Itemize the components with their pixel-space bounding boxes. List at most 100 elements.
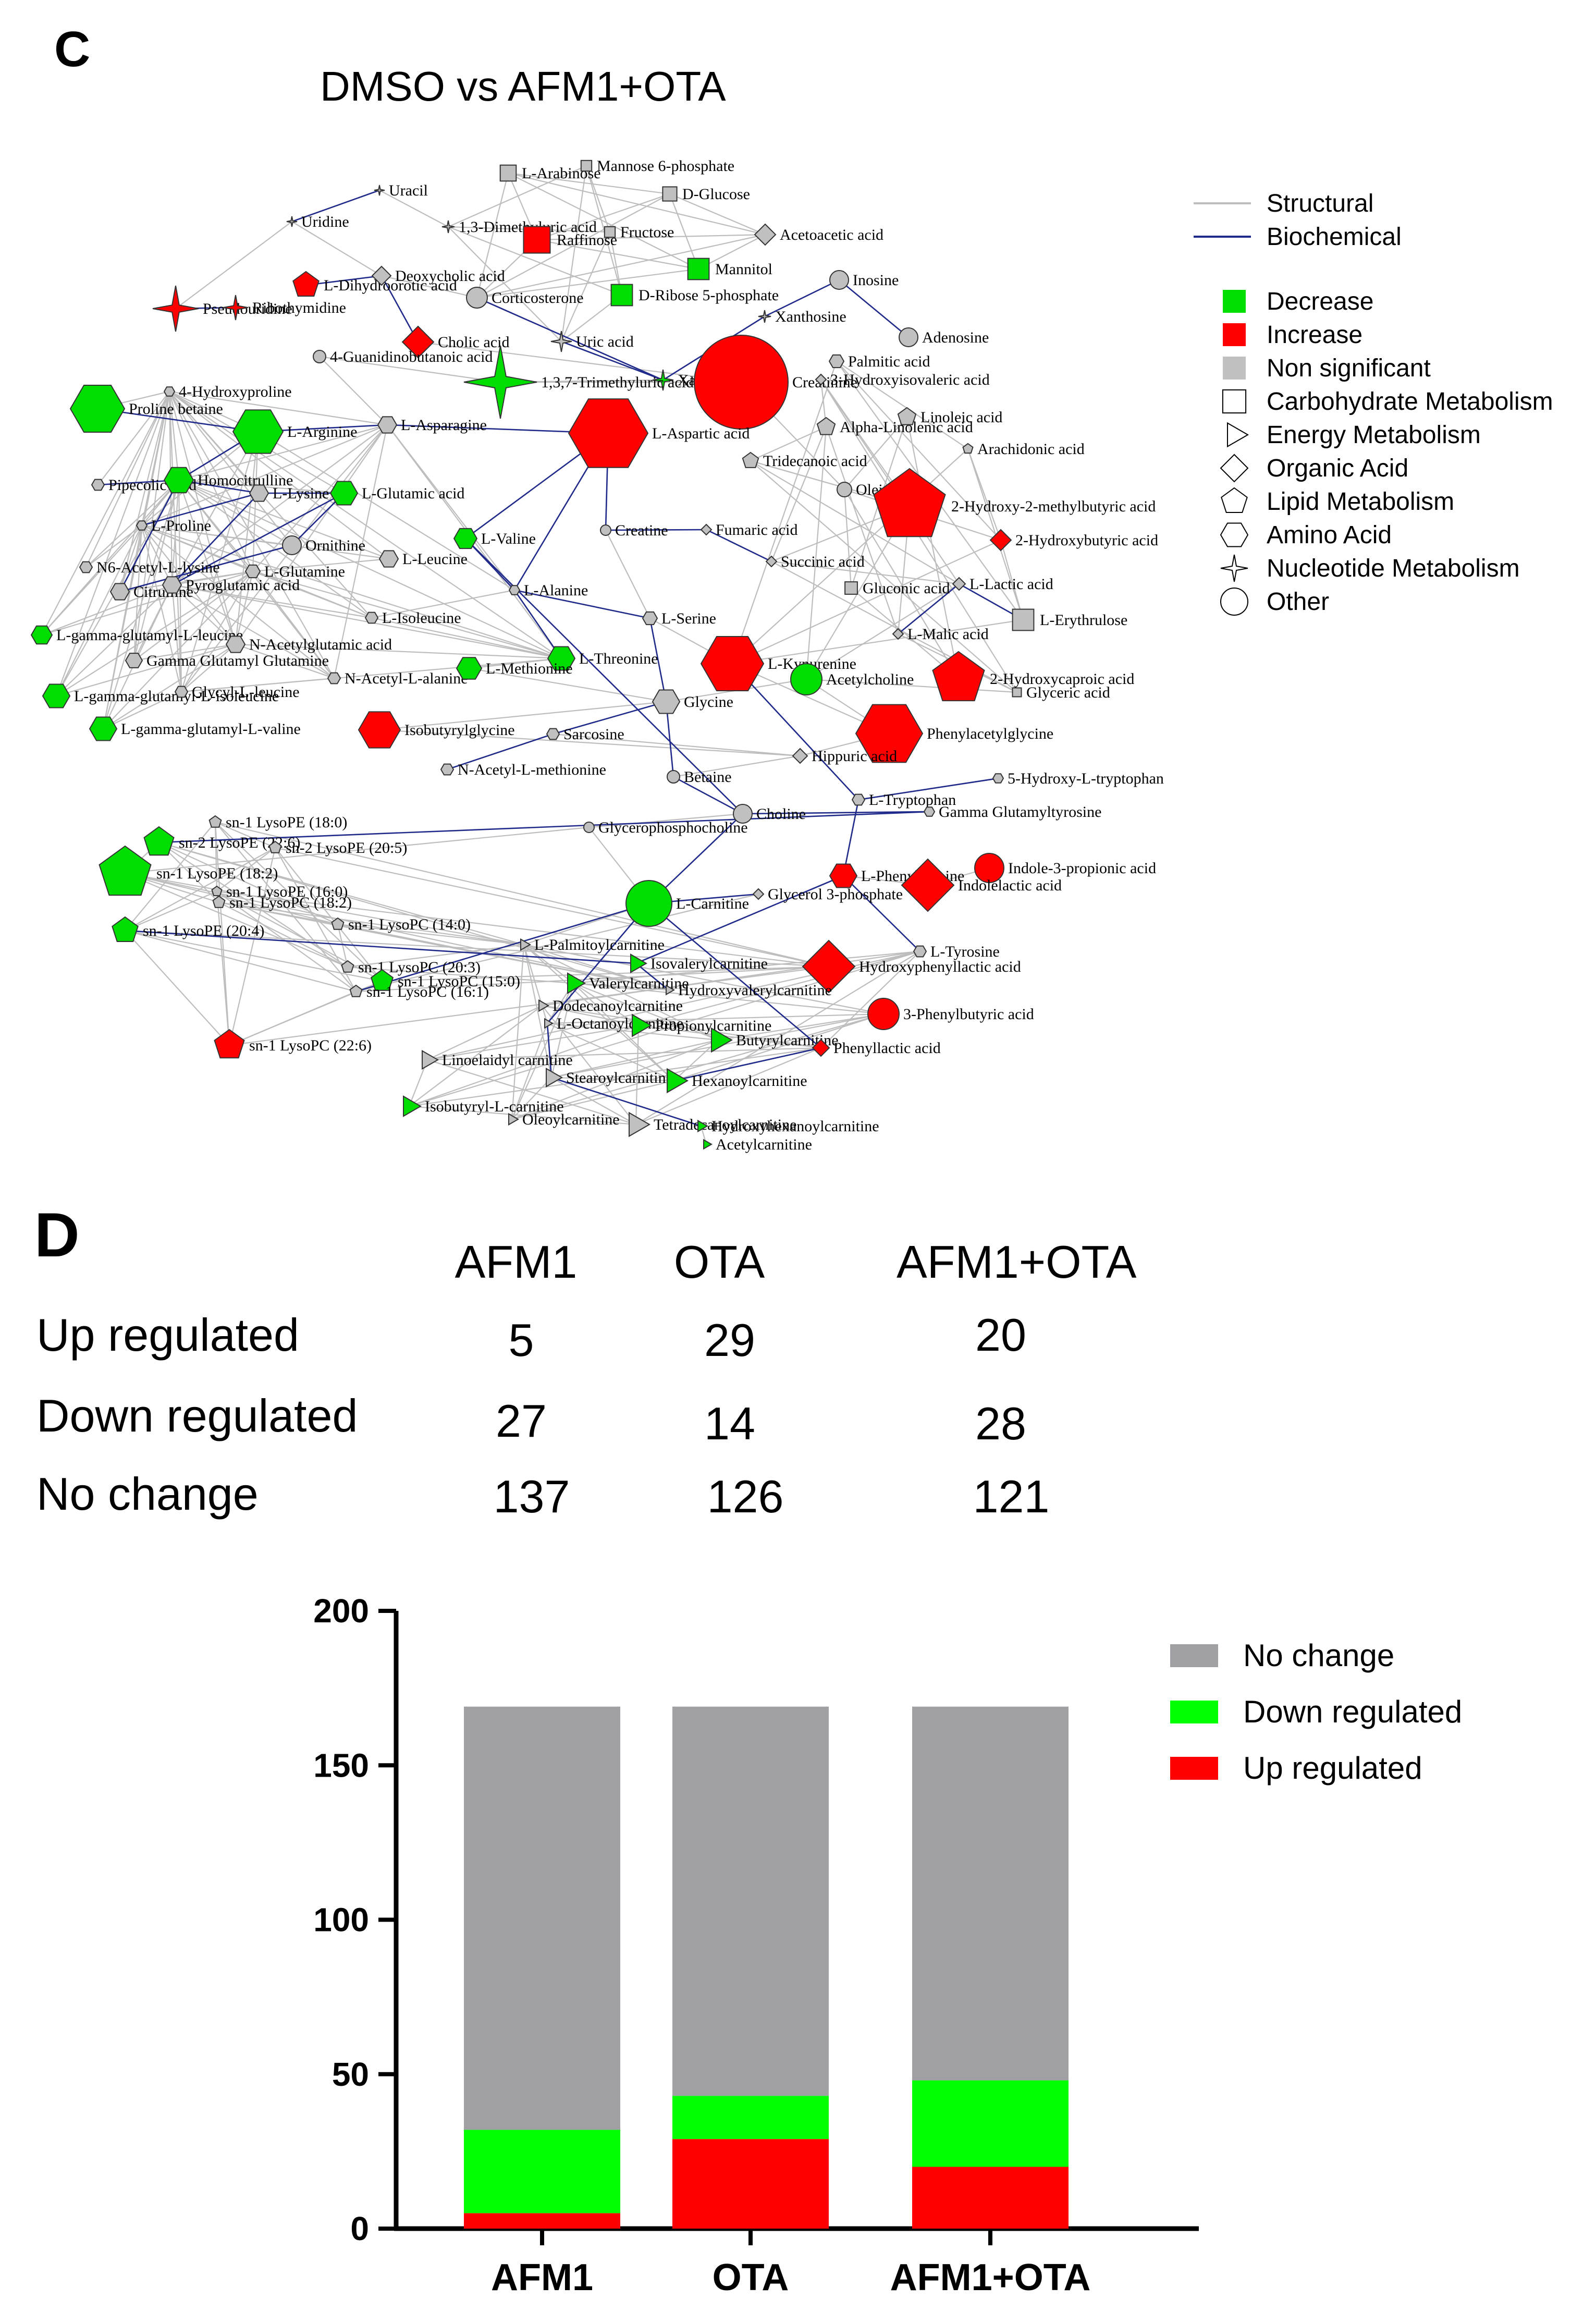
network-node: 4-Guanidinobutanoic acid xyxy=(313,348,493,365)
node-label: Ribothymidine xyxy=(252,299,346,316)
hexagon-node-l-gamma-glutamyl-l-isoleucine xyxy=(42,683,71,708)
bar-no-change-ota xyxy=(672,1706,829,2096)
node-label: 2-Hydroxycaproic acid xyxy=(990,670,1134,688)
node-label: L-gamma-glutamyl-L-valine xyxy=(121,720,301,738)
pentagon-node-arachidonic-acid xyxy=(962,443,974,454)
network-node: L-Arginine xyxy=(232,409,357,454)
network-node: Palmitic acid xyxy=(828,353,930,370)
pentagon-node-tridecanoic-acid xyxy=(742,451,759,468)
hexagon-node-glycine xyxy=(652,689,681,714)
circle-icon xyxy=(1220,588,1248,616)
structural-edge xyxy=(547,1013,884,1024)
node-label: Phenyllactic acid xyxy=(833,1040,941,1057)
network-node: Acetylcholine xyxy=(790,663,914,695)
node-label: N-Acetylglutamic acid xyxy=(249,636,392,653)
biochemical-edge xyxy=(561,340,664,381)
diamond-node-acetoacetic-acid xyxy=(754,223,777,246)
node-label: 4-Hydroxyproline xyxy=(179,383,292,400)
structural-edge xyxy=(347,944,524,968)
structural-edge xyxy=(85,525,142,568)
node-label: L-Isoleucine xyxy=(382,609,461,627)
node-label: Cholic acid xyxy=(438,334,509,351)
legend-color-swatch xyxy=(1223,357,1246,380)
structural-edge xyxy=(125,930,230,1046)
network-node: 5-Hydroxy-L-tryptophan xyxy=(992,770,1164,787)
structural-edge xyxy=(573,983,639,1026)
structural-edge xyxy=(171,424,388,585)
node-label: Acetoacetic acid xyxy=(780,226,883,243)
structural-edge xyxy=(103,691,182,729)
structural-edge xyxy=(382,965,829,982)
hexagon-node-l-asparagine xyxy=(377,416,398,434)
network-node: Oleoylcarnitine xyxy=(508,1111,620,1128)
hexagon-node-l-alanine xyxy=(508,585,521,595)
star-icon xyxy=(1220,554,1248,582)
structural-edge xyxy=(168,391,237,645)
pentagon-node-sn-2-lysope-20-5 xyxy=(268,840,282,853)
node-label: Proline betaine xyxy=(129,400,223,418)
pentagon-node-l-dihydroorotic-acid xyxy=(292,271,320,297)
hexagon-node-l-glutamic-acid xyxy=(329,481,359,506)
hexagon-node-l-proline xyxy=(136,520,148,531)
structural-edge xyxy=(409,1105,636,1126)
structural-edge xyxy=(427,1005,543,1060)
node-label: L-Palmitoylcarnitine xyxy=(534,936,665,953)
network-node: 2-Hydroxy-2-methylbutyric acid xyxy=(873,468,1156,537)
hexagon-node-n-acetylglutamic-acid xyxy=(225,635,246,653)
structural-edge xyxy=(476,193,670,298)
network-node: L-Lactic acid xyxy=(952,576,1053,593)
node-label: N-Acetyl-L-methionine xyxy=(458,761,606,778)
node-label: Tridecanoic acid xyxy=(763,453,867,470)
network-node: Isobutyrylglycine xyxy=(358,711,515,749)
triangle-node-hydroxyvalerylcarnitine xyxy=(666,984,675,996)
network-node: sn-1 LysoPC (18:2) xyxy=(212,894,352,911)
node-label: D-Glucose xyxy=(682,186,750,203)
pentagon-node-2-hydroxycaproic-acid xyxy=(932,651,985,702)
hexagon-node-l-isoleucine xyxy=(364,612,379,624)
pentagon-node-sn-1-lysopc-14-0 xyxy=(331,917,345,930)
structural-edge xyxy=(750,460,1017,693)
table-col-header: AFM1+OTA xyxy=(897,1236,1137,1288)
network-node: L-Valine xyxy=(453,528,536,549)
biochemical-edge xyxy=(125,930,636,964)
network-node: L-Leucine xyxy=(378,550,468,568)
network-node: Tetradecanoylcarnitine xyxy=(629,1111,796,1138)
network-node: L-Carnitine xyxy=(625,880,749,927)
node-label: Tetradecanoylcarnitine xyxy=(654,1116,796,1133)
structural-edge xyxy=(216,891,230,1046)
structural-edge xyxy=(275,847,829,968)
network-node: N-Acetylglutamic acid xyxy=(225,635,392,653)
hexagon-node-l-kynurenine xyxy=(700,636,765,691)
structural-edge xyxy=(337,924,349,968)
network-node: Proline betaine xyxy=(69,385,223,433)
node-label: sn-1 LysoPC (15:0) xyxy=(398,973,520,990)
structural-edge xyxy=(235,424,388,645)
network-node: sn-1 LysoPC (16:1) xyxy=(349,983,489,1000)
hexagon-node-n-acetyl-l-methionine xyxy=(440,763,455,776)
network-node: L-Methionine xyxy=(456,657,573,680)
structural-edge xyxy=(102,525,143,729)
structural-edge xyxy=(141,524,389,560)
network-node: N6-Acetyl-L-lysine xyxy=(79,559,220,576)
structural-edge xyxy=(536,239,699,270)
structural-edge xyxy=(171,431,259,585)
star-node-uridine xyxy=(286,216,298,227)
node-label: sn-1 LysoPC (14:0) xyxy=(348,916,471,933)
square-node-d-glucose xyxy=(662,186,678,202)
biochemical-edge xyxy=(553,701,667,735)
network-node: Ribothymidine xyxy=(223,295,346,321)
structural-edge xyxy=(56,584,173,696)
structural-edge xyxy=(158,841,524,946)
network-node: Glycerol 3-phosphate xyxy=(752,886,903,903)
structural-edge xyxy=(476,234,766,299)
node-label: 1,3,7-Trimethyluric acid xyxy=(541,374,694,391)
structural-edge xyxy=(169,391,292,546)
square-node-mannose-6-phosphate xyxy=(580,160,593,172)
table-cell: 121 xyxy=(973,1471,1050,1522)
network-node: L-Isoleucine xyxy=(364,609,461,627)
structural-edge xyxy=(229,990,357,1046)
node-label: 2-Hydroxybutyric acid xyxy=(1015,532,1158,549)
triangle-node-linoelaidyl-carnitine xyxy=(422,1049,439,1070)
structural-edge xyxy=(718,1013,884,1041)
network-node: Glycine xyxy=(652,689,733,714)
